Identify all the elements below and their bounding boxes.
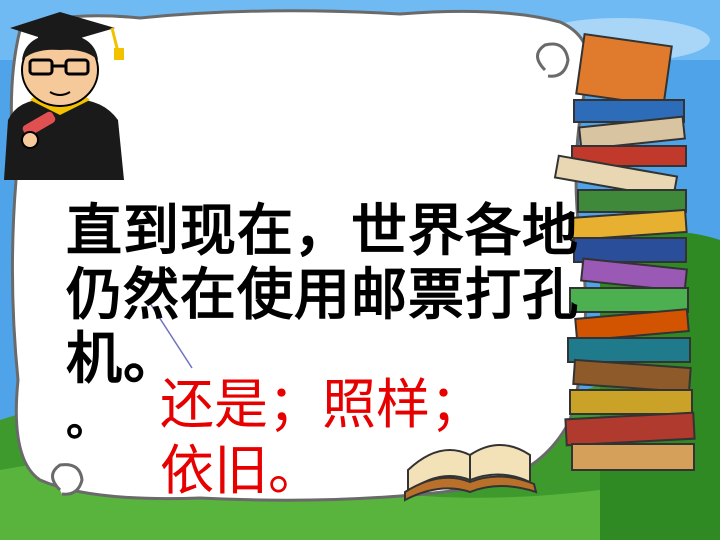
swirl-decoration-icon: [51, 463, 84, 496]
annotation-line-1: 还是；照样；: [160, 373, 484, 436]
open-book-icon: [404, 444, 538, 502]
book-stack-icon: [553, 33, 696, 471]
annotation-line-2: 依旧。: [160, 439, 322, 502]
main-text-line-3: 机。: [66, 327, 180, 392]
main-text-line-2: 仍然在使用邮票打孔: [66, 263, 579, 328]
graduate-character-icon: [4, 12, 124, 180]
main-text-line-1: 直到现在，世界各地: [66, 199, 579, 264]
annotation-pointer-line: [147, 299, 193, 369]
stray-punctuation: 。: [66, 395, 111, 446]
swirl-decoration-icon: [536, 42, 570, 78]
